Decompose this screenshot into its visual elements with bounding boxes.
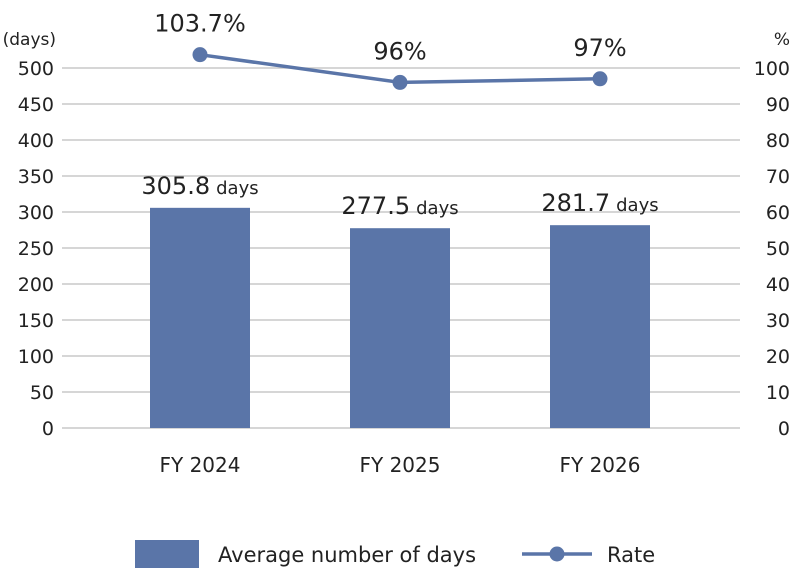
rate-line-series: 103.7% 96% 97% (154, 10, 627, 90)
left-tick-label: 0 (42, 418, 54, 440)
right-axis-ticks: 0 10 20 30 40 50 60 70 80 90 100 (754, 58, 790, 440)
left-axis-ticks: 0 50 100 150 200 250 300 350 400 450 500 (18, 58, 54, 440)
rate-value-label: 103.7% (154, 10, 246, 38)
left-tick-label: 300 (18, 202, 54, 224)
right-axis-unit-label: % (774, 30, 790, 50)
rate-value-label: 97% (573, 34, 626, 62)
right-tick-label: 60 (766, 202, 790, 224)
rate-value-label: 96% (373, 37, 426, 65)
left-axis-unit-label: (days) (3, 30, 56, 50)
rate-point (592, 71, 608, 87)
left-tick-label: 350 (18, 166, 54, 188)
left-tick-label: 500 (18, 58, 54, 80)
legend: Average number of days Rate (135, 540, 655, 568)
legend-label-rate: Rate (607, 543, 655, 567)
right-tick-label: 90 (766, 94, 790, 116)
left-tick-label: 450 (18, 94, 54, 116)
bar (550, 225, 650, 428)
left-tick-label: 200 (18, 274, 54, 296)
bar-value-label: 281.7 days (541, 189, 658, 217)
category-label: FY 2024 (160, 453, 241, 477)
category-label: FY 2026 (560, 453, 641, 477)
bar-series: 305.8 days 277.5 days 281.7 days (141, 172, 659, 428)
category-label: FY 2025 (360, 453, 441, 477)
left-tick-label: 50 (30, 382, 54, 404)
right-tick-label: 10 (766, 382, 790, 404)
right-tick-label: 100 (754, 58, 790, 80)
bar (350, 228, 450, 428)
right-tick-label: 20 (766, 346, 790, 368)
category-labels: FY 2024 FY 2025 FY 2026 (160, 453, 641, 477)
legend-label-average-days: Average number of days (218, 543, 476, 567)
rate-point (392, 74, 408, 90)
rate-point (192, 47, 208, 63)
left-tick-label: 100 (18, 346, 54, 368)
right-tick-label: 50 (766, 238, 790, 260)
right-tick-label: 0 (778, 418, 790, 440)
bar (150, 207, 250, 428)
left-tick-label: 400 (18, 130, 54, 152)
right-tick-label: 80 (766, 130, 790, 152)
legend-swatch-bar (135, 540, 199, 568)
right-tick-label: 30 (766, 310, 790, 332)
left-tick-label: 150 (18, 310, 54, 332)
bar-value-label: 305.8 days (141, 172, 258, 200)
left-tick-label: 250 (18, 238, 54, 260)
right-tick-label: 70 (766, 166, 790, 188)
right-tick-label: 40 (766, 274, 790, 296)
legend-swatch-marker (549, 546, 565, 562)
bar-value-label: 277.5 days (341, 192, 458, 220)
